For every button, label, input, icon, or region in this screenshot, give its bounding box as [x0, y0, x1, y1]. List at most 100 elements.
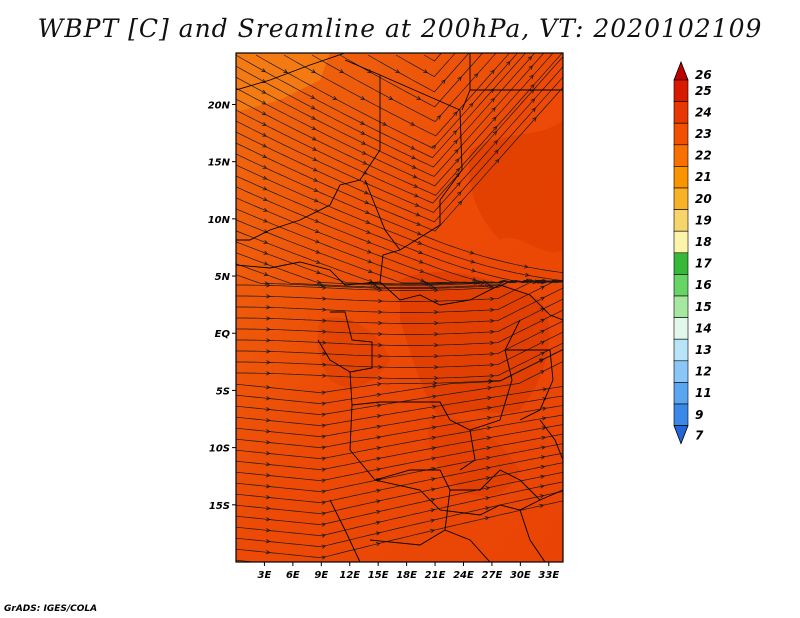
streamline [236, 433, 563, 482]
streamline-arrow [485, 476, 491, 481]
colorbar-label: 24 [695, 105, 712, 119]
border-1 [236, 53, 346, 91]
streamline-arrow [339, 69, 345, 74]
colorbar-label: 20 [695, 192, 712, 206]
streamline-arrow [540, 318, 546, 323]
streamline-arrow [376, 520, 381, 525]
map-frame [235, 52, 564, 563]
streamline-arrow [376, 403, 382, 408]
streamline-arrow [453, 111, 458, 116]
streamline-arrow [378, 331, 383, 337]
streamline-arrow [453, 139, 458, 145]
colorbar-label: 19 [695, 213, 712, 227]
colorbar-top-arrow [673, 60, 689, 81]
streamline-arrow [431, 446, 437, 451]
streamline-arrow [262, 121, 267, 126]
streamline-arrow [542, 387, 548, 392]
streamline-arrow [416, 221, 422, 226]
streamline-arrow [321, 456, 327, 461]
streamline-arrow [490, 318, 495, 324]
lon-tick-label: 12E [339, 570, 360, 581]
streamline-arrow [434, 288, 439, 293]
streamline [236, 331, 563, 368]
streamline-arrow [321, 434, 327, 439]
streamline-arrow [432, 384, 438, 389]
streamline-arrow [529, 74, 534, 80]
colorbar-segment [673, 187, 689, 210]
lon-tick-label: 18E [396, 570, 417, 581]
streamline-arrow [529, 88, 535, 94]
streamline-arrow [431, 456, 437, 461]
streamline-arrow [378, 342, 383, 348]
streamline-arrow [263, 207, 268, 212]
colorbar-label: 21 [695, 170, 712, 184]
streamline-arrow [266, 305, 271, 310]
streamline-arrow [540, 307, 546, 312]
streamline-arrow [430, 518, 436, 523]
streamline-arrow [310, 95, 316, 99]
streamline-arrow [495, 158, 500, 164]
streamline-arrow [322, 329, 327, 334]
streamline [236, 274, 563, 289]
streamline-arrow [313, 188, 319, 192]
colorbar-label: 11 [695, 386, 712, 400]
streamline-arrow [455, 167, 461, 173]
streamline [236, 559, 258, 562]
streamline [423, 53, 442, 62]
colorbar-label: 14 [695, 321, 712, 335]
colorbar-label: 15 [695, 300, 712, 314]
border-18 [539, 419, 563, 461]
colorbar-label: 26 [695, 68, 712, 82]
streamline-arrow [322, 285, 327, 290]
streamline-arrow [378, 298, 383, 304]
streamline-arrow [456, 181, 461, 187]
streamline-arrow [376, 456, 382, 461]
streamline-arrow [311, 126, 317, 130]
streamline-arrow [320, 283, 326, 288]
streamline-arrow [266, 338, 271, 343]
streamline-arrow [468, 102, 474, 108]
streamline-arrow [486, 436, 492, 441]
wbpt-warm-core-west [317, 317, 390, 388]
wbpt-warm-core-ne [469, 120, 563, 253]
streamline-arrow [261, 89, 267, 94]
streamline-arrow [540, 455, 546, 460]
colorbar-segment [673, 144, 689, 167]
colorbar-label: 18 [695, 235, 712, 249]
streamline-arrow [367, 259, 373, 264]
streamline-arrow [485, 506, 490, 511]
streamline-arrow [415, 212, 421, 217]
streamline [236, 164, 563, 281]
lat-tick-label: 5N [215, 272, 231, 283]
streamline-arrow [487, 396, 493, 401]
border-10 [349, 319, 521, 431]
streamline-arrow [376, 488, 382, 493]
streamline-arrow [376, 435, 382, 440]
streamline-arrow [430, 508, 436, 513]
streamline-arrow [441, 79, 446, 84]
streamline-arrow [416, 231, 422, 236]
streamline-arrow [484, 280, 490, 286]
streamline-arrow [367, 249, 372, 254]
streamline-arrow [417, 240, 423, 245]
streamline-arrow [265, 418, 271, 423]
border-17 [519, 509, 546, 562]
streamline-arrow [532, 116, 537, 122]
streamline-arrow [490, 97, 496, 103]
streamline-arrow [315, 259, 321, 264]
streamline-arrow [395, 69, 401, 74]
streamline [236, 280, 563, 313]
streamline-arrow [454, 148, 459, 154]
streamline-arrow [376, 414, 382, 419]
lon-tick-label: 6E [286, 570, 300, 581]
streamline-arrow [454, 158, 460, 164]
streamline-arrow [530, 84, 535, 89]
streamline [236, 309, 563, 346]
streamline [236, 175, 563, 283]
streamline-arrow [322, 296, 327, 301]
streamline-arrow [540, 474, 546, 479]
streamline [236, 361, 563, 416]
streamline-arrow [431, 435, 437, 441]
border-5 [461, 89, 471, 111]
colorbar-label: 23 [695, 127, 712, 141]
